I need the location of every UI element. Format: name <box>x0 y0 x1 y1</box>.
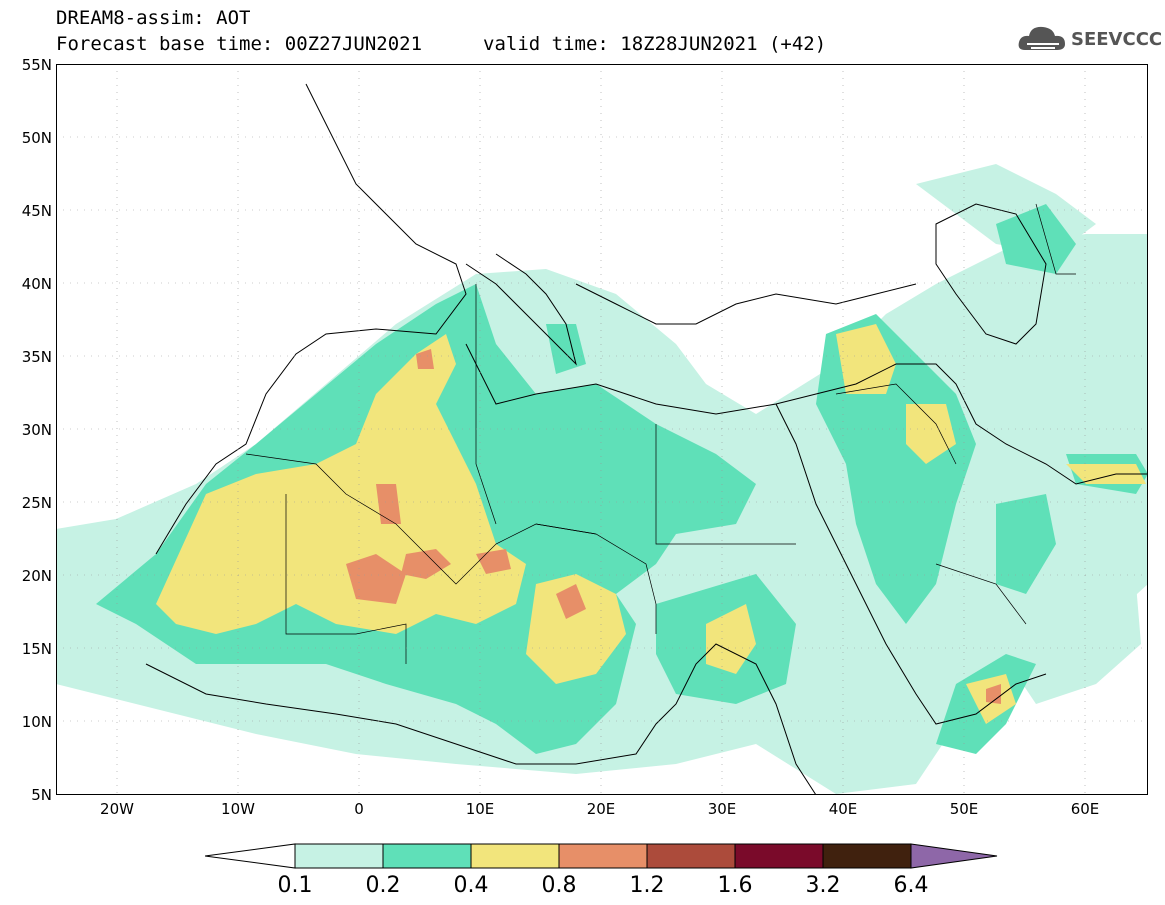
colorbar-label: 6.4 <box>893 873 929 898</box>
colorbar-segment <box>382 843 472 869</box>
coastlines <box>145 83 1148 795</box>
ytick-10n: 10N <box>21 713 52 731</box>
seevccc-logo: SEEVCCC <box>1017 20 1162 56</box>
aot-map <box>56 64 1148 795</box>
colorbar-segment <box>822 843 912 869</box>
ytick-5n: 5N <box>31 786 52 804</box>
colorbar-upper-arrow <box>910 843 998 869</box>
xtick-20w: 20W <box>100 800 134 818</box>
borders <box>245 203 1076 664</box>
map-title: DREAM8-assim: AOT <box>56 7 251 29</box>
logo-text: SEEVCCC <box>1071 29 1163 50</box>
ytick-20n: 20N <box>21 567 52 585</box>
colorbar-segment <box>294 843 384 869</box>
ytick-25n: 25N <box>21 494 52 512</box>
ytick-45n: 45N <box>21 202 52 220</box>
colorbar-label: 1.2 <box>629 873 665 898</box>
colorbar-label: 3.2 <box>805 873 841 898</box>
colorbar-label: 0.8 <box>541 873 577 898</box>
cloud-icon <box>1018 26 1065 50</box>
colorbar-segment <box>558 843 648 869</box>
colorbar-label: 0.4 <box>453 873 489 898</box>
colorbar-segment <box>734 843 824 869</box>
map-frame <box>56 64 1148 795</box>
xtick-40e: 40E <box>828 800 858 818</box>
xtick-0: 0 <box>354 800 364 818</box>
valid-time: valid time: 18Z28JUN2021 (+42) <box>483 33 827 55</box>
colorbar-segment <box>646 843 736 869</box>
ytick-15n: 15N <box>21 640 52 658</box>
xtick-30e: 30E <box>707 800 737 818</box>
forecast-base-time: Forecast base time: 00Z27JUN2021 <box>56 33 423 55</box>
ytick-40n: 40N <box>21 275 52 293</box>
ytick-30n: 30N <box>21 421 52 439</box>
colorbar-segment <box>470 843 560 869</box>
colorbar-label: 1.6 <box>717 873 753 898</box>
xtick-50e: 50E <box>949 800 979 818</box>
xtick-10e: 10E <box>465 800 495 818</box>
colorbar <box>205 843 998 869</box>
xtick-10w: 10W <box>221 800 255 818</box>
ytick-50n: 50N <box>21 129 52 147</box>
xtick-20e: 20E <box>586 800 616 818</box>
graticule <box>56 64 1148 795</box>
colorbar-label: 0.2 <box>365 873 401 898</box>
ytick-35n: 35N <box>21 348 52 366</box>
xtick-60e: 60E <box>1070 800 1100 818</box>
colorbar-label: 0.1 <box>277 873 313 898</box>
colorbar-lower-arrow <box>205 843 296 869</box>
ytick-55n: 55N <box>21 56 52 74</box>
